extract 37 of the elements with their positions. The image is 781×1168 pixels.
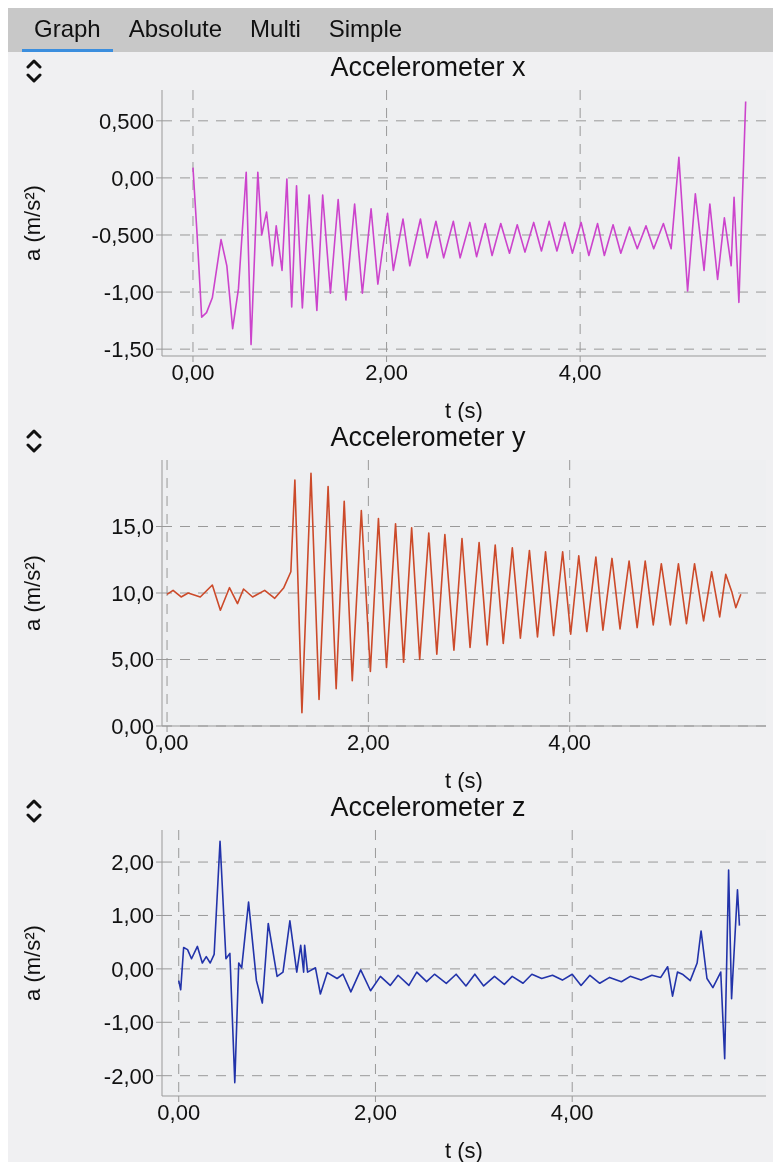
y-tick-label: -1,50 xyxy=(103,336,154,362)
x-tick-label: 4,00 xyxy=(548,729,592,755)
y-tick-label: 10,0 xyxy=(111,580,154,606)
text: Absolute xyxy=(127,13,224,44)
y-tick-label: 15,0 xyxy=(111,514,154,540)
y-tick-label: 0,500 xyxy=(98,108,154,134)
y-tick-label: -2,00 xyxy=(103,1063,154,1089)
line-series xyxy=(177,840,741,1084)
y-tick-label: 2,00 xyxy=(111,849,154,875)
text: Graph xyxy=(22,8,113,52)
y-tick-label: -1,00 xyxy=(103,279,154,305)
x-axis-title: t (s) xyxy=(445,768,483,793)
text: Simple xyxy=(327,13,404,44)
y-tick-label: -1,00 xyxy=(103,1010,154,1036)
y-tick-label: 1,00 xyxy=(111,903,154,929)
x-tick-label: 2,00 xyxy=(346,729,390,755)
chart-title: Accelerometer x xyxy=(329,52,527,84)
y-axis-title: a (m/s²) xyxy=(19,925,45,1001)
x-tick-label: 4,00 xyxy=(550,1099,594,1125)
y-tick-label: -0,500 xyxy=(91,222,154,248)
x-axis-title: t (s) xyxy=(445,398,483,423)
y-axis-title: a (m/s²) xyxy=(19,555,45,631)
x-tick-label: 2,00 xyxy=(354,1099,397,1125)
line-series xyxy=(166,472,742,714)
y-axis-title: a (m/s²) xyxy=(19,185,45,261)
line-series xyxy=(192,100,747,346)
x-tick-label: 2,00 xyxy=(365,359,408,385)
y-tick-label: 5,00 xyxy=(111,647,154,673)
x-tick-label: 4,00 xyxy=(558,359,602,385)
chart-title: Accelerometer y xyxy=(329,422,527,454)
x-axis-title: t (s) xyxy=(445,1138,483,1163)
x-tick-label: 0,00 xyxy=(157,1099,201,1125)
chart-title: Accelerometer z xyxy=(329,792,527,824)
y-tick-label: 0,00 xyxy=(111,956,154,982)
y-tick-label: 0,00 xyxy=(111,165,154,191)
x-tick-label: 0,00 xyxy=(171,359,215,385)
text: Multi xyxy=(249,13,302,44)
